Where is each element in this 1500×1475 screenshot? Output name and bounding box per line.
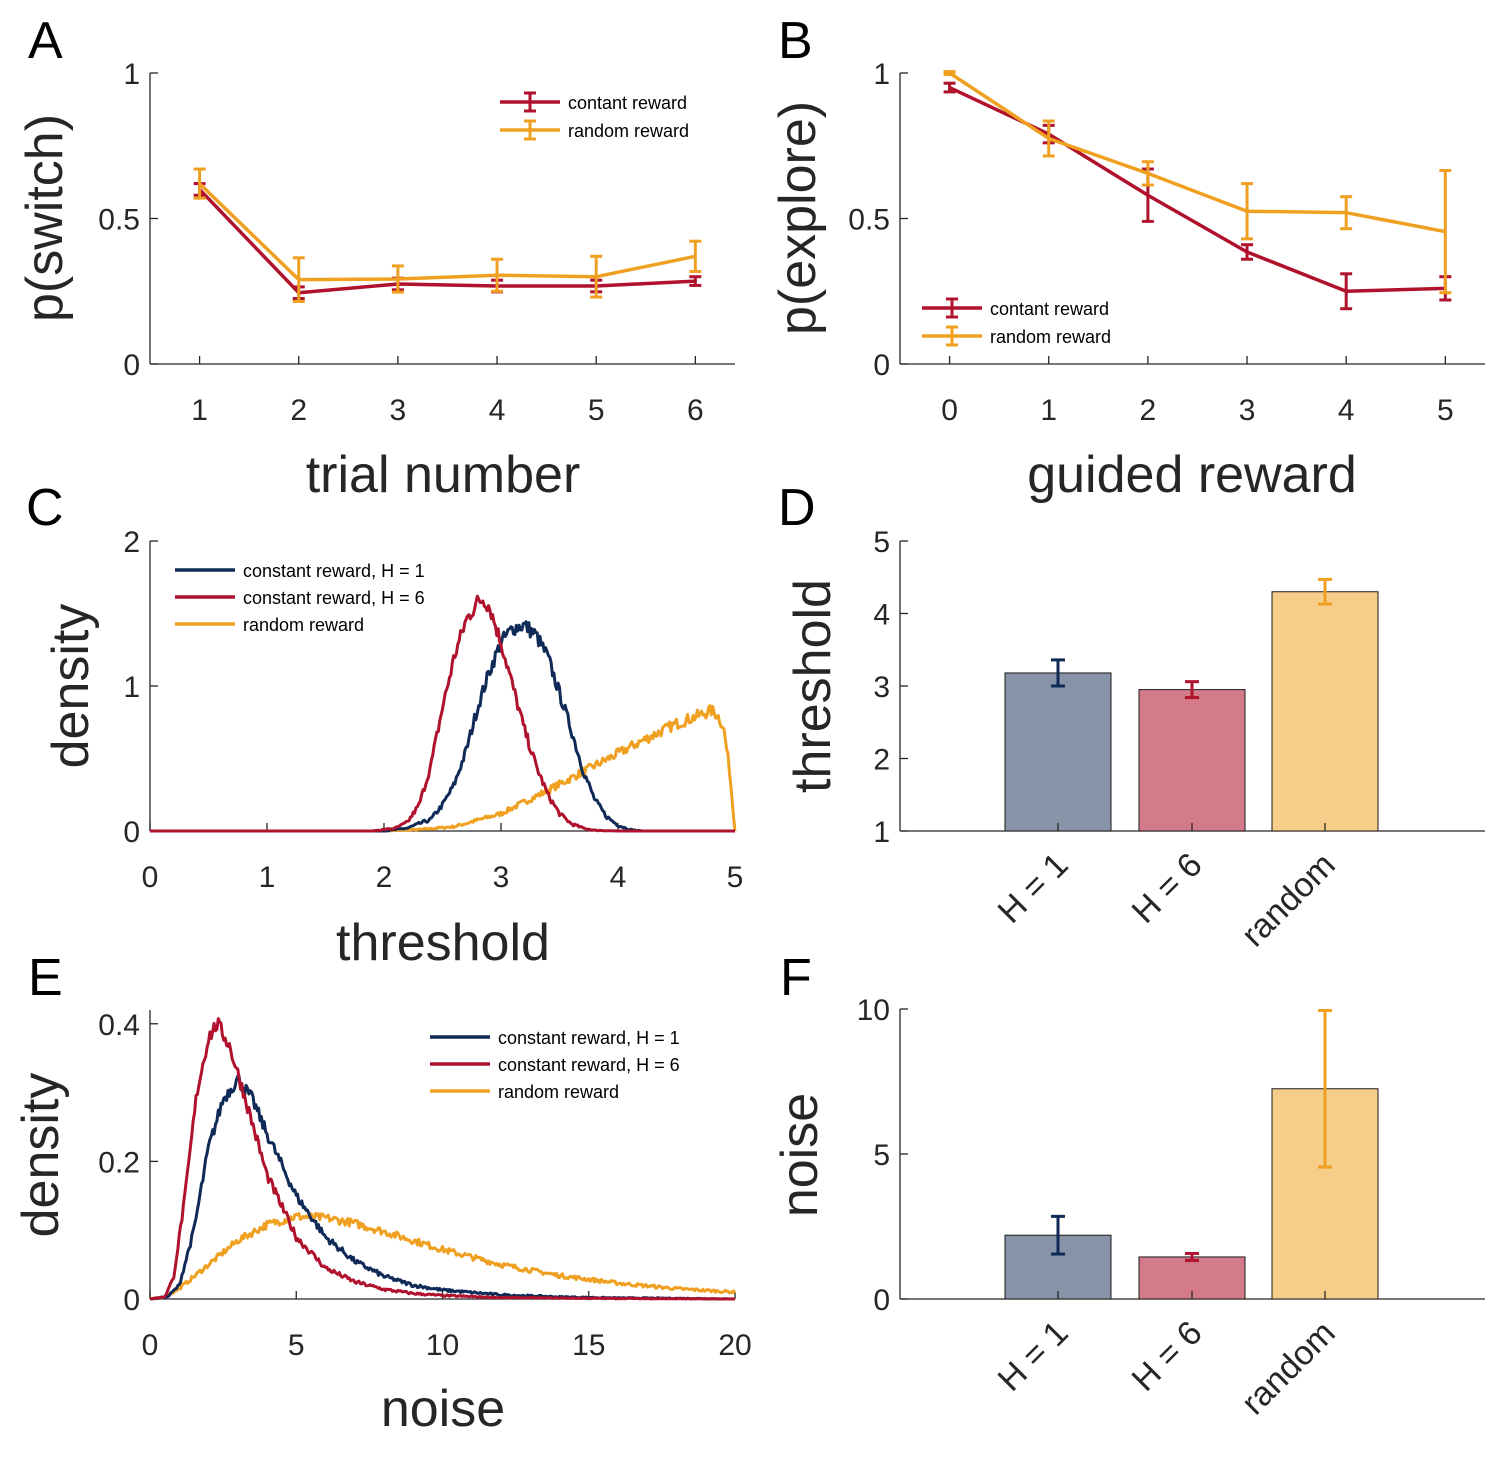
panel-c-legend-2-label: random reward: [243, 615, 364, 635]
panel-c-legend-1-label: constant reward, H = 6: [243, 588, 425, 608]
panel-b-x-tick-label: 1: [1040, 394, 1057, 427]
panel-c-y-label: density: [42, 604, 100, 769]
panel-f-x-tick-label: random: [1234, 1314, 1342, 1422]
panel-d-x-tick-label: H = 1: [991, 846, 1076, 931]
panel-c-x-tick-label: 3: [493, 861, 510, 894]
panel-b-legend-0-label: contant reward: [990, 299, 1109, 319]
panel-b-x-tick-label: 5: [1437, 394, 1454, 427]
panel-e-x-tick-label: 20: [718, 1329, 751, 1362]
panel-c-series-0-curve: [149, 620, 736, 833]
panel-b-series-1-line: [948, 71, 1446, 234]
panel-a-legend-1-label: random reward: [568, 121, 689, 141]
panel-d-x-tick-label: random: [1234, 846, 1342, 954]
panel-d-x-tick-label: H = 6: [1125, 846, 1210, 931]
panel-a-x-tick-label: 5: [588, 394, 605, 427]
panel-a-y-label: p(switch): [16, 114, 74, 322]
panel-e-legend-1-label: constant reward, H = 6: [498, 1055, 680, 1075]
panel-c-x-tick-label: 1: [259, 861, 276, 894]
panel-d-y-tick-label: 1: [873, 816, 890, 849]
panel-a-x-tick-label: 4: [489, 394, 506, 427]
panel-b-x-tick-label: 4: [1338, 394, 1355, 427]
panel-b-y-tick-label: 0: [873, 349, 890, 382]
panel-e-series-0-curve: [149, 1074, 736, 1301]
panel-label-d: D: [778, 479, 816, 537]
panel-f-x-tick-label: H = 6: [1125, 1314, 1210, 1399]
panel-a-legend-0-label: contant reward: [568, 93, 687, 113]
panel-c-y-tick-label: 1: [123, 671, 140, 704]
panel-b-x-tick-label: 0: [941, 394, 958, 427]
panel-d-bar-1: [1138, 689, 1246, 832]
panel-f-y-tick-label: 0: [873, 1284, 890, 1317]
panel-e-legend-2-label: random reward: [498, 1082, 619, 1102]
panel-a-series-0-line: [198, 188, 696, 295]
panel-e-x-tick-label: 15: [572, 1329, 605, 1362]
panel-b-legend-1-label: random reward: [990, 327, 1111, 347]
panel-c-y-tick-label: 2: [123, 526, 140, 559]
panel-label-e: E: [28, 949, 63, 1007]
panel-e-legend-0-label: constant reward, H = 1: [498, 1028, 680, 1048]
panel-d-y-tick-label: 4: [873, 599, 890, 632]
panel-d-bar-2: [1271, 591, 1379, 832]
panel-label-b: B: [778, 12, 813, 70]
panel-f-y-tick-label: 5: [873, 1139, 890, 1172]
panel-e-x-tick-label: 10: [426, 1329, 459, 1362]
panel-a-x-tick-label: 2: [290, 394, 307, 427]
panel-d-bar-0: [1004, 672, 1112, 832]
panel-b-y-label: p(explore): [769, 101, 827, 335]
panel-e-x-label: noise: [381, 1380, 505, 1438]
panel-b-y-tick-label: 0.5: [848, 204, 890, 237]
panel-a-series-1-line: [198, 182, 696, 282]
panel-e-series-1-curve: [149, 1017, 736, 1301]
panel-b-y-tick-label: 1: [873, 58, 890, 91]
panel-d-y-tick-label: 3: [873, 671, 890, 704]
panel-b-x-label: guided reward: [1027, 446, 1357, 504]
panel-a-y-tick-label: 0.5: [98, 204, 140, 237]
panel-a-x-tick-label: 3: [390, 394, 407, 427]
panel-c-x-tick-label: 0: [142, 861, 159, 894]
panel-a-x-label: trial number: [306, 446, 581, 504]
panel-c-x-tick-label: 2: [376, 861, 393, 894]
panel-b-x-tick-label: 3: [1239, 394, 1256, 427]
panel-e-x-tick-label: 5: [288, 1329, 305, 1362]
panel-e-y-tick-label: 0.4: [98, 1009, 140, 1042]
panel-c-series-2-curve: [149, 704, 737, 833]
panel-label-c: C: [26, 479, 64, 537]
panel-f-y-tick-label: 10: [857, 994, 890, 1027]
panel-c-y-tick-label: 0: [123, 816, 140, 849]
panel-d-y-label: threshold: [784, 579, 842, 793]
panel-c-x-tick-label: 5: [727, 861, 744, 894]
panel-label-a: A: [28, 12, 63, 70]
panel-e-y-label: density: [12, 1073, 70, 1238]
panel-e-x-tick-label: 0: [142, 1329, 159, 1362]
panel-a-x-tick-label: 1: [191, 394, 208, 427]
panel-c-series-1-curve: [149, 594, 736, 833]
panel-a-y-tick-label: 1: [123, 58, 140, 91]
panel-a-y-tick-label: 0: [123, 349, 140, 382]
panel-a-x-tick-label: 6: [687, 394, 704, 427]
panel-c-legend-0-label: constant reward, H = 1: [243, 561, 425, 581]
panel-e-series-2-curve: [149, 1211, 737, 1301]
panel-b-x-tick-label: 2: [1140, 394, 1157, 427]
panel-c-x-tick-label: 4: [610, 861, 627, 894]
panel-f-x-tick-label: H = 1: [991, 1314, 1076, 1399]
panel-c-x-label: threshold: [336, 914, 550, 972]
panel-f-y-label: noise: [771, 1093, 829, 1217]
panel-label-f: F: [780, 949, 812, 1007]
panel-e-y-tick-label: 0: [123, 1284, 140, 1317]
panel-b-series-0-line: [948, 85, 1446, 293]
panel-d-y-tick-label: 5: [873, 526, 890, 559]
panel-d-y-tick-label: 2: [873, 744, 890, 777]
panel-e-y-tick-label: 0.2: [98, 1146, 140, 1179]
